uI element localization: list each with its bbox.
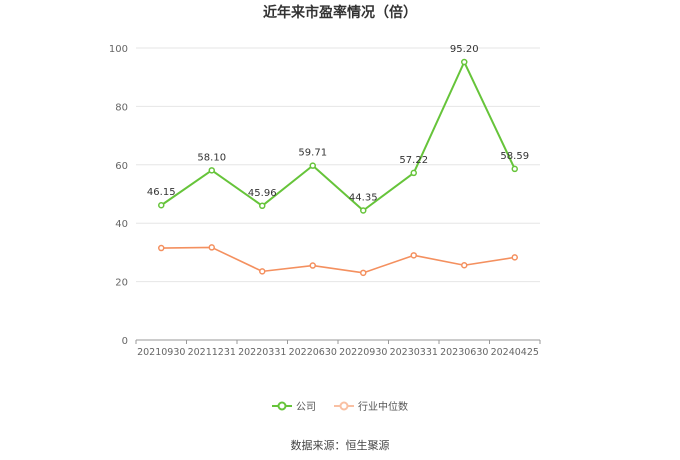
data-point-company xyxy=(158,201,165,209)
legend-swatch-company-icon xyxy=(272,401,292,410)
data-point-company xyxy=(461,58,468,66)
data-point-company xyxy=(410,169,417,177)
data-point-company xyxy=(208,167,215,174)
legend-item-industry-median[interactable]: 行业中位数 xyxy=(334,398,408,413)
data-label-company: 59.71 xyxy=(298,148,327,159)
data-source: 数据来源：恒生聚源 xyxy=(290,439,390,452)
data-point-industry-median xyxy=(208,244,215,251)
x-tick-label: 20230331 xyxy=(390,347,438,358)
series-line-industry-median xyxy=(161,246,515,274)
chart-title: 近年来市盈率情况（倍） xyxy=(263,5,417,21)
x-tick-label: 20211231 xyxy=(188,347,236,358)
data-point-company xyxy=(259,202,266,210)
legend-item-company[interactable]: 公司 xyxy=(272,398,316,413)
data-point-industry-median xyxy=(360,269,367,277)
data-point-industry-median xyxy=(461,261,468,269)
data-label-company: 46.15 xyxy=(147,187,176,198)
y-tick-label: 60 xyxy=(115,161,128,172)
x-tick-label: 20230630 xyxy=(440,347,488,358)
data-point-industry-median xyxy=(259,268,266,275)
y-tick-label: 20 xyxy=(115,278,128,289)
series-line-company xyxy=(160,61,516,212)
data-label-company: 57.22 xyxy=(399,155,428,166)
data-point-industry-median xyxy=(309,262,316,269)
legend-label-industry-median: 行业中位数 xyxy=(358,402,408,413)
legend-label-company: 公司 xyxy=(296,402,316,413)
data-label-company: 95.20 xyxy=(450,44,479,55)
data-point-company xyxy=(360,207,367,214)
y-tick-label: 80 xyxy=(115,102,128,113)
data-point-company xyxy=(309,162,316,169)
x-tick-label: 20220331 xyxy=(238,347,286,358)
x-tick-label: 20240425 xyxy=(491,347,539,358)
legend-swatch-industry-icon xyxy=(334,401,354,410)
legend: 公司 行业中位数 xyxy=(0,398,680,413)
x-tick-label: 20210930 xyxy=(137,347,185,358)
data-label-company: 58.59 xyxy=(500,151,529,162)
y-tick-label: 40 xyxy=(115,219,128,230)
x-tick-label: 20220630 xyxy=(289,347,337,358)
x-tick-label: 20220930 xyxy=(339,347,387,358)
data-label-company: 45.96 xyxy=(248,188,277,199)
data-label-company: 44.35 xyxy=(349,192,378,203)
data-label-company: 58.10 xyxy=(197,152,226,163)
y-tick-label: 0 xyxy=(122,336,128,347)
data-point-industry-median xyxy=(410,252,417,259)
data-point-industry-median xyxy=(511,254,518,261)
data-point-company xyxy=(511,165,518,173)
data-point-industry-median xyxy=(158,244,165,252)
y-tick-label: 100 xyxy=(109,44,128,55)
